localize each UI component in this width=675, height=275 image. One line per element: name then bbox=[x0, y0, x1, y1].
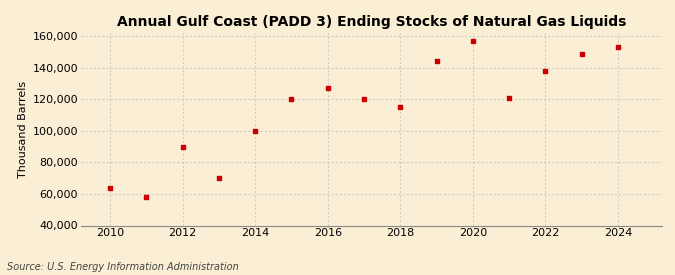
Point bbox=[540, 69, 551, 73]
Point bbox=[467, 39, 478, 43]
Point bbox=[358, 97, 369, 101]
Point bbox=[250, 129, 261, 133]
Y-axis label: Thousand Barrels: Thousand Barrels bbox=[18, 81, 28, 178]
Text: Source: U.S. Energy Information Administration: Source: U.S. Energy Information Administ… bbox=[7, 262, 238, 272]
Point bbox=[612, 45, 623, 50]
Point bbox=[504, 95, 514, 100]
Point bbox=[286, 97, 297, 101]
Point bbox=[395, 105, 406, 109]
Title: Annual Gulf Coast (PADD 3) Ending Stocks of Natural Gas Liquids: Annual Gulf Coast (PADD 3) Ending Stocks… bbox=[117, 15, 626, 29]
Point bbox=[177, 144, 188, 149]
Point bbox=[105, 185, 115, 190]
Point bbox=[141, 195, 152, 199]
Point bbox=[576, 51, 587, 56]
Point bbox=[322, 86, 333, 90]
Point bbox=[431, 59, 442, 64]
Point bbox=[213, 176, 224, 180]
